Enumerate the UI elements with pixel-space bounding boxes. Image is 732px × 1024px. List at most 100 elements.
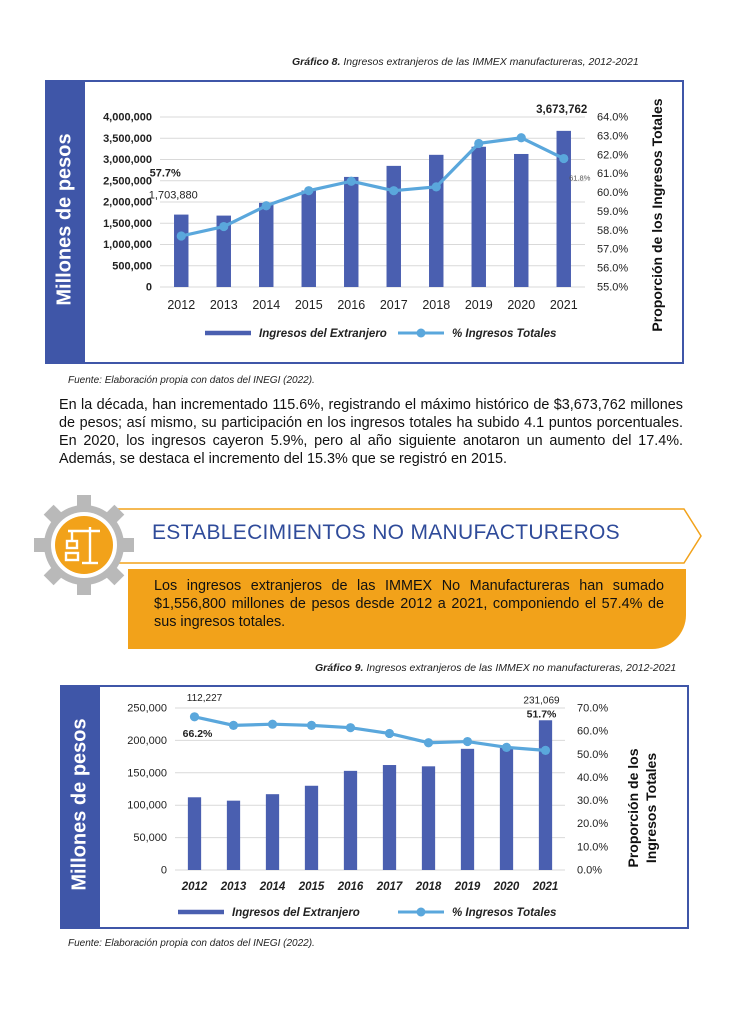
line-point	[267, 719, 278, 729]
x-tick-label: 2021	[550, 298, 578, 312]
y2-tick-label: 61.0%	[597, 168, 628, 180]
y2-tick-label: 30.0%	[577, 795, 608, 807]
line-point	[306, 720, 317, 730]
x-tick-label: 2014	[259, 881, 286, 893]
x-tick-label: 2018	[422, 298, 450, 312]
y2-axis-label: Ingresos Totales	[643, 753, 659, 863]
y2-tick-label: 20.0%	[577, 818, 608, 830]
bar	[343, 770, 358, 870]
bar	[386, 165, 401, 287]
x-tick-label: 2012	[181, 881, 208, 893]
y2-tick-label: 60.0%	[577, 726, 608, 738]
line-point	[219, 221, 229, 232]
section-title: ESTABLECIMIENTOS NO MANUFACTUREROS	[152, 521, 620, 544]
y2-tick-label: 55.0%	[597, 282, 628, 294]
bar	[216, 215, 231, 287]
line-point	[261, 201, 271, 211]
y2-axis-label: Proporción de los	[625, 748, 641, 867]
chart8-frame	[45, 80, 684, 364]
y-tick-label: 0	[161, 865, 167, 877]
y2-tick-label: 56.0%	[597, 263, 628, 275]
y-tick-label: 200,000	[127, 735, 167, 747]
series-line	[194, 715, 546, 752]
bar-data-label-last: 231,069	[523, 695, 560, 706]
y-tick-label: 50,000	[133, 832, 167, 844]
y-tick-label: 500,000	[112, 260, 152, 272]
y-tick-label: 250,000	[127, 703, 167, 715]
crane-gear-icon	[34, 495, 134, 595]
bar	[187, 797, 202, 870]
y2-tick-label: 58.0%	[597, 225, 628, 237]
x-tick-label: 2013	[210, 298, 238, 312]
bar-data-label-first: 112,227	[187, 693, 223, 704]
y-tick-label: 4,000,000	[103, 112, 152, 124]
y2-tick-label: 40.0%	[577, 772, 608, 784]
chart8-side-band	[45, 80, 85, 364]
x-tick-label: 2020	[507, 298, 535, 312]
bar-data-label-last: 3,673,762	[536, 104, 587, 116]
bar	[174, 214, 189, 287]
pct-data-label-last: 61.8%	[569, 174, 591, 183]
bar	[460, 748, 475, 870]
y2-tick-label: 50.0%	[577, 749, 608, 761]
x-tick-label: 2017	[380, 298, 408, 312]
chart9-frame	[60, 685, 689, 929]
x-tick-label: 2017	[376, 881, 403, 893]
bar	[538, 720, 553, 870]
x-tick-label: 2016	[337, 298, 365, 312]
bar	[226, 800, 241, 870]
y2-axis-label: Proporción de los Ingresos Totales	[649, 98, 665, 331]
y2-tick-label: 63.0%	[597, 130, 628, 142]
line-point	[304, 186, 314, 196]
y-tick-label: 0	[146, 282, 152, 294]
y-tick-label: 1,000,000	[103, 239, 152, 251]
x-tick-label: 2021	[532, 881, 559, 893]
chart9-side-band	[60, 685, 100, 929]
x-tick-label: 2015	[295, 298, 323, 312]
x-tick-label: 2016	[337, 881, 364, 893]
y2-tick-label: 59.0%	[597, 206, 628, 218]
line-point	[228, 720, 239, 730]
bar	[514, 153, 529, 287]
y-tick-label: 1,500,000	[103, 218, 152, 230]
y2-tick-label: 57.0%	[597, 244, 628, 256]
y-tick-label: 3,000,000	[103, 154, 152, 166]
y2-tick-label: 62.0%	[597, 149, 628, 161]
chart9-plot: 0 50,000 100,000 150,000 200,000 250,000 0.0% 1…	[127, 693, 659, 919]
chart9-source: Fuente: Elaboración propia con datos del…	[68, 938, 315, 949]
line-point	[501, 742, 512, 752]
line-point	[474, 138, 484, 149]
legend-bar-label: Ingresos del Extranjero	[259, 328, 387, 340]
pct-data-label-first: 57.7%	[150, 168, 181, 180]
analysis-paragraph: En la década, han incrementado 115.6%, r…	[59, 397, 683, 467]
chart8-source: Fuente: Elaboración propia con datos del…	[68, 375, 315, 386]
x-tick-label: 2020	[493, 881, 520, 893]
bar	[301, 190, 316, 287]
y2-tick-label: 64.0%	[597, 112, 628, 124]
bar	[556, 130, 571, 287]
bar	[499, 746, 514, 870]
line-point	[389, 186, 399, 196]
bar	[304, 785, 319, 870]
line-point	[540, 745, 551, 755]
bar	[382, 765, 397, 870]
pct-data-label-last: 51.7%	[527, 708, 557, 720]
x-tick-label: 2018	[415, 881, 442, 893]
bar-data-label-first: 1,703,880	[149, 190, 198, 202]
section-title-bar	[118, 508, 702, 564]
line-point	[384, 728, 395, 739]
y2-tick-label: 70.0%	[577, 703, 608, 715]
legend-line-label: % Ingresos Totales	[452, 328, 556, 340]
x-tick-label: 2013	[220, 881, 247, 893]
section-summary-box	[128, 569, 686, 649]
pct-data-label-first: 66.2%	[183, 728, 213, 740]
y-tick-label: 3,500,000	[103, 133, 152, 145]
x-tick-label: 2019	[465, 298, 493, 312]
line-point	[176, 231, 186, 241]
line-point	[345, 723, 356, 733]
bar	[471, 146, 486, 287]
legend-line-marker	[416, 907, 426, 917]
legend-line-marker	[416, 328, 426, 338]
bar	[421, 766, 436, 870]
series-line	[180, 136, 565, 238]
